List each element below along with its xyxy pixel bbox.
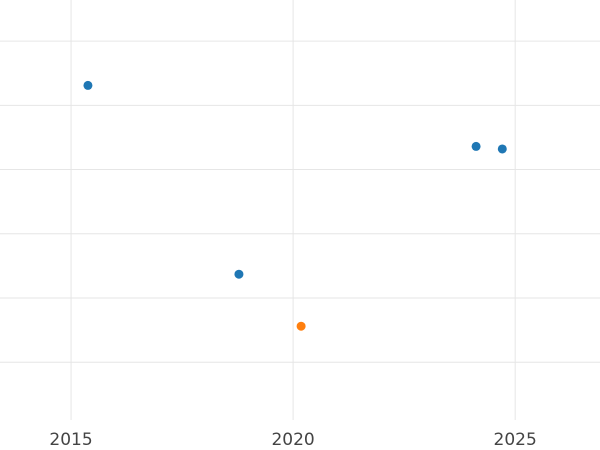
point (497, 144, 507, 154)
point (83, 80, 93, 90)
point (296, 321, 306, 331)
x-tick-label: 2015 (49, 430, 92, 450)
point (234, 269, 244, 279)
x-tick-label: 2025 (494, 430, 537, 450)
point (471, 141, 481, 151)
x-tick-label: 2020 (271, 430, 314, 450)
